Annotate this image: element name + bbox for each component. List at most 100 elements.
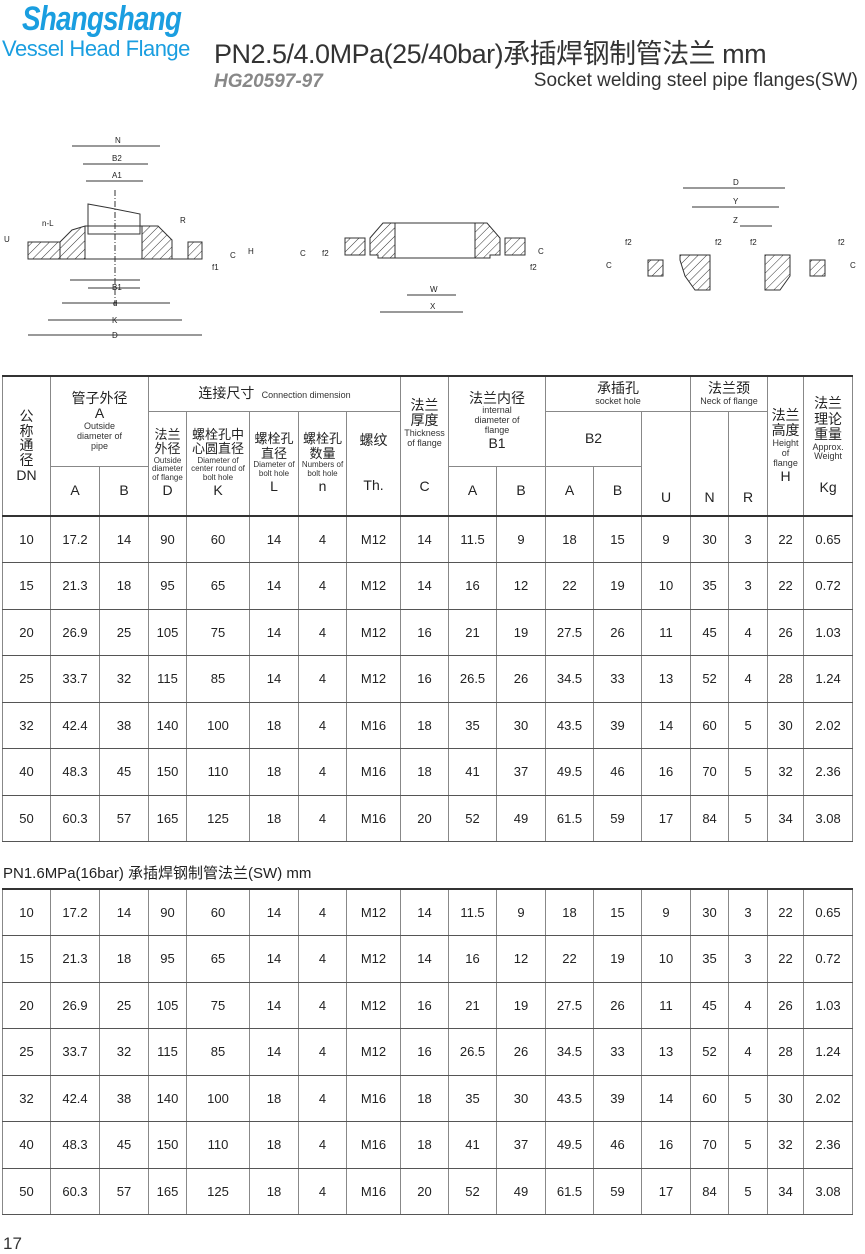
table-cell: 125 [186,795,250,842]
table-cell: 165 [148,1168,187,1215]
table-cell: 32 [2,702,51,749]
table-cell: 4 [298,748,347,796]
label-f2-left: f2 [322,249,329,258]
table-cell: 16 [400,609,450,656]
table-cell: 45 [690,982,729,1029]
table-cell: 15 [2,935,51,983]
table-cell: 26.5 [448,1028,497,1076]
table-cell: 37 [496,1121,546,1169]
table-cell: 19 [593,935,642,983]
table-cell: 9 [496,516,547,563]
label-W: W [430,285,438,294]
table-cell: 14 [249,1028,299,1076]
table-cell: 38 [99,1075,149,1122]
table-cell: 49.5 [545,748,595,796]
header-connection: 连接尺寸 Connection dimension [147,376,402,412]
table-cell: 40 [2,748,51,796]
table-cell: 16 [641,748,692,796]
table-cell: 25 [2,655,51,703]
table-cell: 14 [641,702,692,749]
table-cell: 4 [298,1028,347,1076]
table-cell: 13 [641,1028,691,1076]
table-cell: 9 [641,516,692,563]
table-cell: 4 [298,889,347,936]
table-cell: 5 [728,1168,768,1215]
table-cell: 49 [496,795,547,842]
flange-diagrams: N B2 A1 R n-L U C H f1 B1 d K D C f2 f2 … [4,136,856,340]
table-cell: 30 [496,702,547,749]
table-cell: 15 [593,516,643,563]
table-cell: 26 [496,655,547,703]
table-cell: 1.24 [803,1028,853,1076]
brand-logo-name: Shangshang [22,0,182,38]
table-row: 50 60.3 57 165 125 18 4 M16 20 52 49 61.5 59 17 84 5 34 3… [2,1168,853,1215]
header-pipe-B: B [99,466,149,516]
table-cell: 14 [249,655,299,703]
table-cell: 28 [767,1028,804,1076]
table-cell: 0.65 [803,516,854,563]
table-cell: 21 [448,982,497,1029]
header-neck: 法兰颈 Neck of flange [690,376,769,412]
header-H: 法兰高度 Height of flange H [767,376,805,517]
table-cell: 4 [298,982,347,1029]
label-H: H [248,247,254,256]
table-cell: 14 [99,889,149,936]
table-cell: 12 [496,935,546,983]
table-cell: M16 [346,1121,401,1169]
label-C: C [230,251,236,260]
table-cell: 25 [2,1028,51,1076]
header-C: 法兰厚度 Thickness of flange C [400,376,450,517]
table-cell: 140 [148,702,187,749]
table-cell: M16 [345,748,402,796]
table-cell: 90 [148,516,187,563]
table-cell: 38 [99,702,149,749]
table-cell: 57 [99,1168,149,1215]
table-cell: 5 [728,795,769,842]
table-row: 20 26.9 25 105 75 14 4 M12 16 21 19 27.5 26 11 45 4 26 1.… [2,609,854,656]
table-cell: 30 [767,1075,804,1122]
table-cell: 49 [496,1168,546,1215]
table-cell: 70 [690,1121,729,1169]
table-cell: 100 [186,1075,250,1122]
table-row: 32 42.4 38 140 100 18 4 M16 18 35 30 43.5 39 14 60 5 30 2… [2,702,854,749]
label-Z: Z [733,216,738,225]
table-cell: 18 [400,1121,449,1169]
table-cell: 42.4 [50,702,100,749]
table-cell: 52 [690,1028,729,1076]
table-cell: 16 [448,935,497,983]
table-cell: 22 [767,889,804,936]
table-cell: 18 [249,748,299,796]
table-cell: 37 [496,748,547,796]
table-cell: M12 [346,982,401,1029]
label-R: R [180,216,186,225]
table-cell: 2.36 [803,1121,853,1169]
table-cell: 5 [728,748,769,796]
page-number: 17 [3,1234,22,1253]
table-cell: 32 [767,1121,804,1169]
header-B1-A: A [448,466,498,516]
table-cell: 60.3 [50,795,100,842]
table-cell: 115 [148,1028,187,1076]
table-cell: 5 [728,1121,768,1169]
label-A1: A1 [112,171,122,180]
table-cell: 2.36 [803,748,854,796]
table-cell: 11 [641,982,691,1029]
diagram-raised-face [344,222,526,313]
table-cell: 26 [767,609,805,656]
header-pipe: 管子外径 A Outside diameter of pipe [50,376,149,467]
table-cell: 19 [593,562,643,610]
header-dn: 公 称 通 径 DN [2,376,51,517]
table-cell: 52 [448,795,498,842]
header-L: 螺栓孔直径 Diameter of bolt hole L [249,411,299,517]
table-cell: 16 [400,1028,449,1076]
table-cell: 61.5 [545,1168,594,1215]
header-R: R [728,411,769,517]
label-U: U [4,235,10,244]
table-cell: 3.08 [803,1168,853,1215]
table-cell: 32 [99,655,149,703]
label-f2-b: f2 [715,238,722,247]
label-D-3: D [733,178,739,187]
table-cell: M16 [345,795,402,842]
table-cell: 59 [593,795,643,842]
table-cell: 12 [496,562,547,610]
